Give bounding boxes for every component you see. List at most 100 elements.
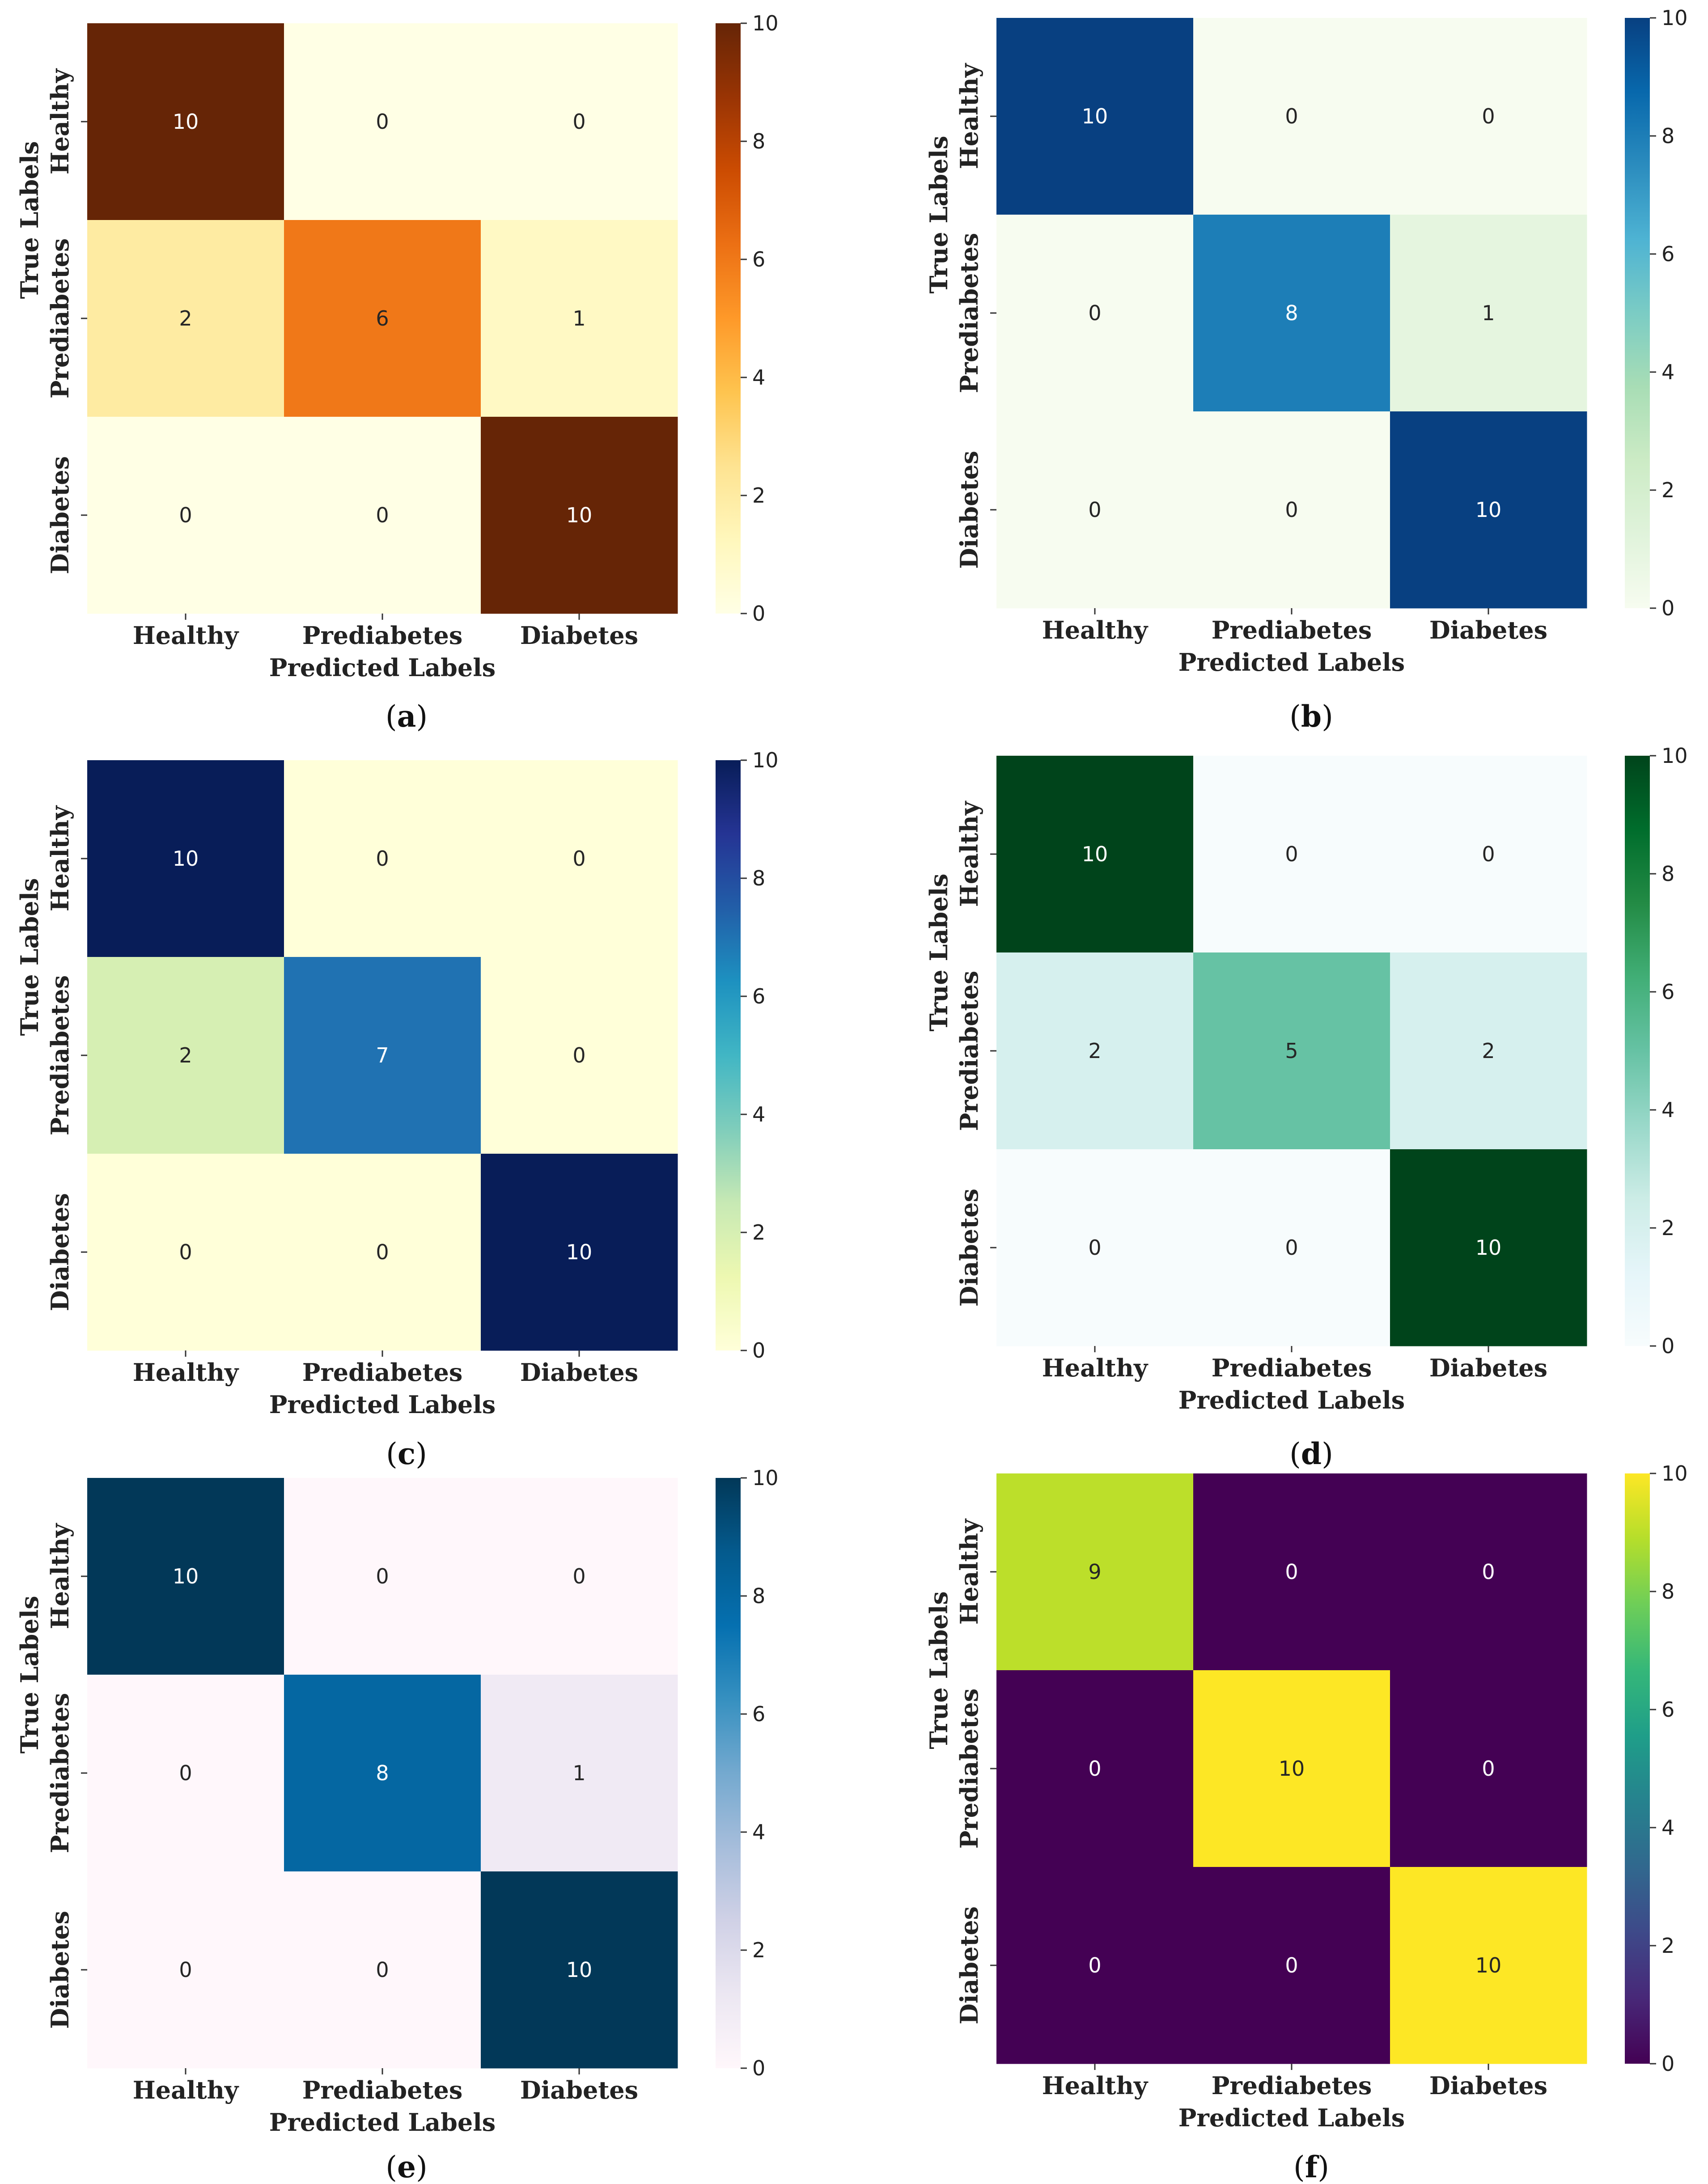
colorbar: [716, 760, 741, 1350]
cell-value-label: 0: [1285, 842, 1298, 866]
y-axis-label: True Labels: [924, 135, 953, 293]
cell-value-label: 0: [1088, 301, 1101, 325]
heatmap-cell: [87, 957, 284, 1154]
colorbar-tick-label: 4: [752, 1820, 765, 1844]
heatmap-cell: [1390, 215, 1587, 412]
colorbar-tick-label: 0: [752, 1338, 765, 1363]
colorbar: [1625, 1473, 1650, 2064]
colorbar-tick-label: 2: [752, 483, 765, 508]
panel-label: (d): [1289, 1436, 1333, 1471]
colorbar-tick-label: 10: [752, 1466, 779, 1490]
heatmap-cell: [1390, 411, 1587, 609]
heatmap-cell: [1390, 1867, 1587, 2064]
cell-value-label: 1: [1482, 301, 1495, 325]
x-tick-label: Diabetes: [1429, 616, 1547, 644]
cell-value-label: 10: [566, 503, 593, 527]
cell-value-label: 8: [376, 1761, 389, 1785]
panel-label-close: ): [416, 2150, 428, 2184]
x-axis-label: Predicted Labels: [269, 653, 496, 682]
y-tick-label: Healthy: [955, 63, 983, 169]
cell-value-label: 0: [376, 1564, 389, 1588]
y-axis-label: True Labels: [15, 141, 44, 299]
colorbar: [716, 23, 741, 614]
heatmap-cell: [481, 1675, 678, 1872]
colorbar-tick-label: 4: [1661, 1816, 1674, 1840]
cell-value-label: 10: [566, 1240, 593, 1264]
heatmap-cell: [1193, 411, 1390, 609]
cell-value-label: 10: [1475, 1953, 1502, 1977]
heatmap-cell: [284, 220, 481, 417]
panel-label-close: ): [415, 1437, 427, 1471]
colorbar-tick-label: 8: [752, 129, 765, 153]
y-tick-label: Prediabetes: [955, 971, 983, 1131]
heatmap-cell: [284, 23, 481, 220]
x-tick-label: Healthy: [133, 1358, 239, 1387]
panel-label-close: ): [1322, 1437, 1333, 1471]
colorbar-tick-label: 0: [1661, 596, 1674, 620]
panel-label-open: (: [386, 2150, 397, 2184]
cell-value-label: 2: [179, 1043, 192, 1067]
cell-value-label: 0: [1285, 498, 1298, 522]
cell-value-label: 10: [1475, 1236, 1502, 1260]
heatmap-cell: [284, 957, 481, 1154]
colorbar-tick-label: 10: [752, 11, 779, 35]
heatmap-cell: [87, 220, 284, 417]
cell-value-label: 0: [376, 110, 389, 134]
heatmap-cell: [1193, 1670, 1390, 1867]
y-tick-label: Prediabetes: [955, 1689, 983, 1849]
cell-value-label: 10: [1475, 498, 1502, 522]
heatmap-cell: [1390, 1670, 1587, 1867]
heatmap-cell: [996, 756, 1194, 953]
x-axis-label: Predicted Labels: [269, 1390, 496, 1419]
heatmap-cell: [87, 1871, 284, 2069]
heatmap-cell: [284, 1675, 481, 1872]
cell-value-label: 0: [1482, 104, 1495, 128]
x-axis-label: Predicted Labels: [1178, 648, 1405, 677]
cell-value-label: 0: [1088, 1757, 1101, 1781]
cell-value-label: 0: [1088, 498, 1101, 522]
heatmap-cell: [481, 1871, 678, 2069]
cell-value-label: 0: [1482, 1560, 1495, 1584]
panel-label-open: (: [386, 699, 397, 734]
cell-value-label: 0: [572, 847, 585, 871]
colorbar-tick-label: 0: [752, 601, 765, 626]
colorbar-tick-label: 6: [1661, 980, 1674, 1004]
x-tick-label: Diabetes: [520, 2076, 638, 2104]
y-tick-label: Diabetes: [46, 1911, 74, 2029]
cell-value-label: 0: [376, 503, 389, 527]
colorbar: [716, 1478, 741, 2068]
heatmap-cell: [87, 1154, 284, 1351]
y-tick-label: Diabetes: [955, 1189, 983, 1307]
y-tick-label: Healthy: [46, 1523, 74, 1629]
panel-label-open: (: [386, 1437, 398, 1471]
colorbar-tick-label: 6: [752, 247, 765, 271]
colorbar-tick-label: 10: [752, 748, 779, 772]
y-tick-label: Diabetes: [46, 1193, 74, 1311]
x-tick-label: Prediabetes: [302, 621, 463, 650]
cell-value-label: 1: [572, 306, 585, 330]
heatmap-cell: [481, 220, 678, 417]
panel-label-open: (: [1289, 1437, 1301, 1471]
cell-value-label: 10: [173, 847, 199, 871]
colorbar-tick-label: 6: [752, 984, 765, 1008]
cell-value-label: 10: [1279, 1757, 1305, 1781]
heatmap-cell: [1193, 1473, 1390, 1671]
panel-d: 10 0 0 2 5 2 0 0 10 Healthy Prediabetes Diabetes Pre…: [924, 744, 1688, 1471]
colorbar-tick-label: 2: [1661, 1934, 1674, 1958]
y-tick-label: Healthy: [46, 805, 74, 911]
colorbar: [1625, 18, 1650, 608]
heatmap-cell: [481, 417, 678, 614]
cell-value-label: 9: [1088, 1560, 1101, 1584]
panel-label-letter: c: [398, 1436, 415, 1471]
heatmap-cell: [996, 1149, 1194, 1346]
x-axis-label: Predicted Labels: [269, 2108, 496, 2137]
panel-label-letter: e: [397, 2150, 416, 2184]
y-axis-label: True Labels: [924, 1591, 953, 1749]
y-axis-label: True Labels: [15, 1596, 44, 1753]
heatmap-cell: [481, 957, 678, 1154]
cell-value-label: 0: [1482, 1757, 1495, 1781]
x-tick-label: Diabetes: [1429, 2071, 1547, 2100]
heatmap-cell: [996, 18, 1194, 215]
